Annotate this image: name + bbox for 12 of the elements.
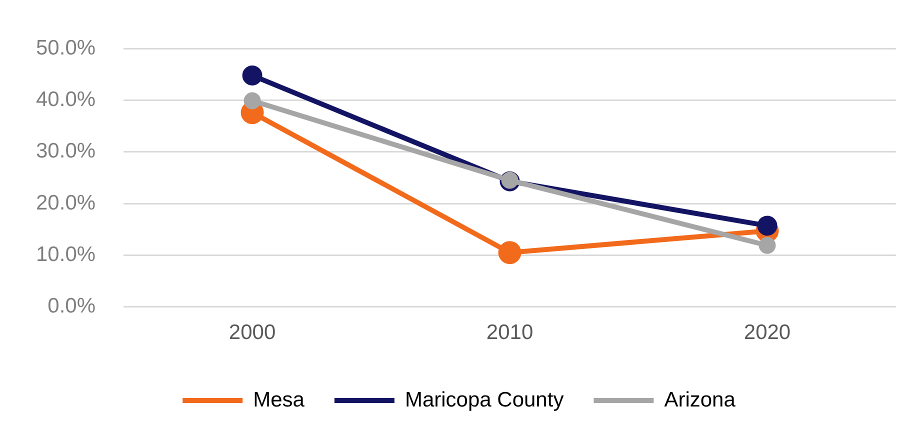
legend-label: Arizona xyxy=(664,388,736,412)
x-tick-label: 2010 xyxy=(486,321,534,344)
y-tick-label: 10.0% xyxy=(36,242,96,266)
x-tick-label: 2020 xyxy=(744,321,791,344)
y-tick-label: 0.0% xyxy=(48,294,96,318)
x-tick-label: 2000 xyxy=(228,321,276,344)
legend-label: Maricopa County xyxy=(404,388,564,412)
y-tick-label: 40.0% xyxy=(36,88,96,112)
y-tick-label: 30.0% xyxy=(36,140,96,163)
y-tick-label: 20.0% xyxy=(36,191,96,214)
y-tick-label: 50.0% xyxy=(36,36,96,60)
legend-label: Mesa xyxy=(253,388,305,412)
